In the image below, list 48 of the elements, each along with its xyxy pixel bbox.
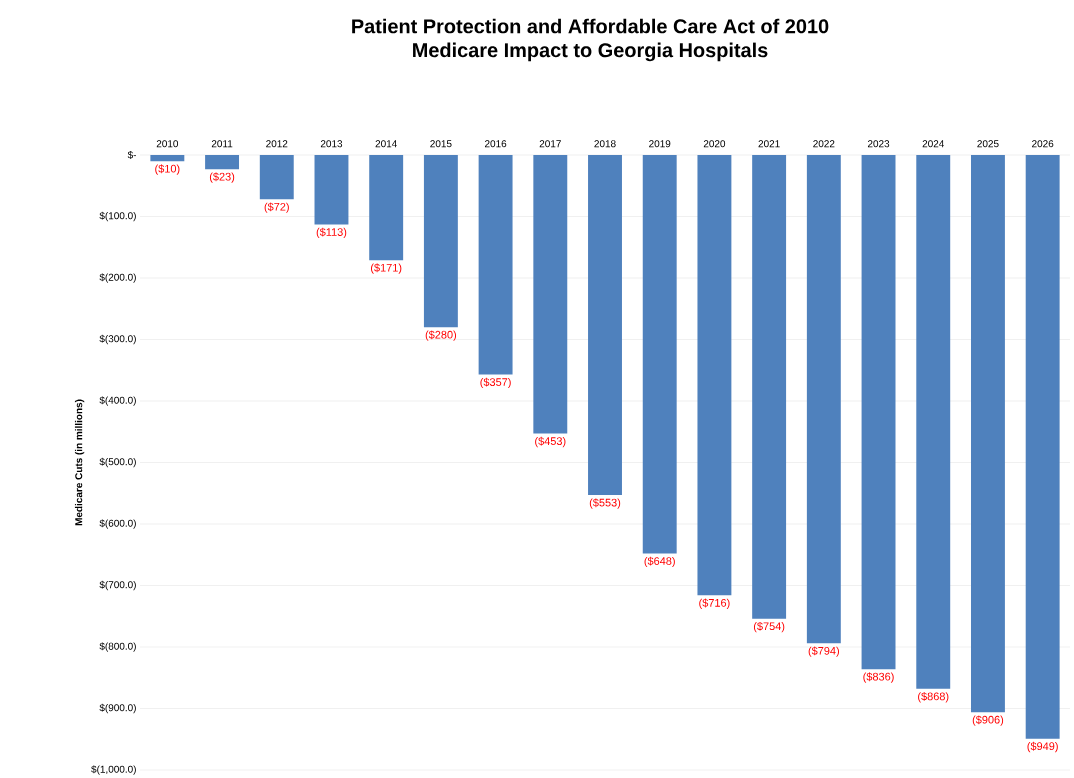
x-tick-label: 2022	[813, 140, 835, 148]
data-label: ($453)	[535, 436, 566, 448]
data-label: ($949)	[1027, 741, 1058, 753]
data-label: ($10)	[155, 164, 180, 175]
y-tick-label: $(900.0)	[99, 703, 136, 714]
data-label: ($23)	[209, 172, 235, 183]
data-label: ($754)	[753, 621, 785, 633]
x-tick-label: 2024	[922, 140, 945, 148]
x-tick-label: 2016	[485, 140, 507, 148]
data-label: ($868)	[918, 692, 949, 703]
data-label: ($794)	[808, 646, 839, 657]
data-label: ($113)	[316, 227, 347, 239]
x-tick-label: 2026	[1032, 140, 1054, 148]
data-label: ($171)	[371, 263, 402, 274]
x-tick-label: 2020	[703, 140, 726, 148]
y-tick-label: $(500.0)	[99, 457, 136, 468]
y-tick-label: $(800.0)	[99, 642, 136, 652]
x-tick-label: 2021	[758, 140, 780, 148]
x-tick-label: 2015	[430, 140, 452, 148]
x-tick-label: 2023	[867, 140, 890, 148]
x-tick-label: 2010	[156, 140, 179, 148]
x-tick-label: 2013	[320, 140, 343, 148]
y-tick-label: $(100.0)	[99, 211, 136, 222]
chart-title: Patient Protection and Affordable Care Act of 2010	[352, 18, 829, 34]
data-label: ($716)	[699, 598, 730, 609]
x-tick-label: 2025	[977, 140, 999, 148]
x-tick-label: 2014	[375, 140, 397, 148]
chart-subtitle: Medicare Impact to Georgia Hospitals	[413, 42, 768, 62]
y-tick-label: $(600.0)	[99, 519, 136, 529]
data-label: ($648)	[644, 556, 675, 568]
data-label: ($72)	[264, 202, 289, 213]
y-tick-label: $(300.0)	[99, 334, 136, 345]
x-tick-label: 2019	[649, 140, 671, 148]
data-label: ($280)	[425, 330, 457, 341]
data-label: ($357)	[480, 377, 511, 389]
y-tick-label: $(1,000.0)	[91, 765, 136, 775]
data-label: ($553)	[589, 498, 621, 509]
x-tick-label: 2017	[539, 140, 561, 148]
y-axis-title: Medicare Cuts (in millions)	[74, 399, 85, 526]
y-tick-label: $-	[127, 150, 137, 160]
data-label: ($836)	[863, 672, 894, 683]
y-tick-label: $(400.0)	[99, 396, 136, 406]
y-tick-label: $(200.0)	[99, 273, 136, 283]
x-tick-label: 2011	[211, 140, 233, 148]
data-label: ($906)	[972, 715, 1004, 726]
y-tick-label: $(700.0)	[99, 580, 136, 591]
x-tick-label: 2018	[594, 140, 616, 148]
x-tick-label: 2012	[266, 140, 288, 148]
